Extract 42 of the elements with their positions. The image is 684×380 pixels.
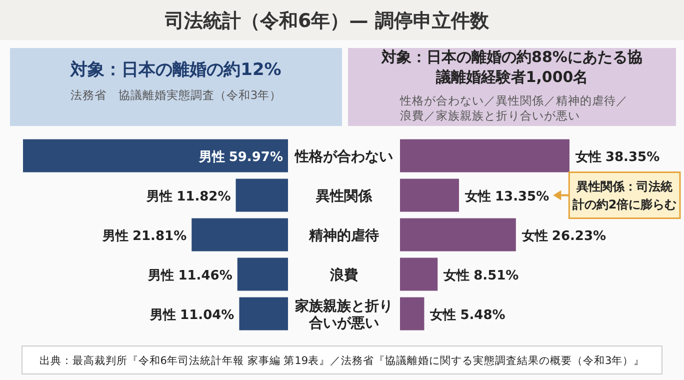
data-label: 38.35% xyxy=(605,150,660,165)
bar xyxy=(236,178,288,212)
y-tick-label: 精神的虐待 xyxy=(308,226,379,244)
text: 男性 xyxy=(146,189,173,204)
chart-subtitle: 性格が合わない／異性関係／精神的虐待／浪費／家族親族と折り合いが悪い xyxy=(399,94,628,122)
bar xyxy=(192,218,288,252)
data-label: 11.46% xyxy=(178,268,232,284)
text: 男性 xyxy=(102,228,128,244)
text: 男性 xyxy=(148,268,174,284)
bar xyxy=(400,218,516,252)
bar xyxy=(400,297,424,330)
text: 司法統計（令和6年）— 調停申立件数 xyxy=(164,10,490,32)
text: 異性関係：司法統計の約2倍に膨らむ xyxy=(571,179,677,212)
data-label: 11.82% xyxy=(176,189,231,204)
data-label: 13.35% xyxy=(494,189,550,204)
data-label: 26.23% xyxy=(552,228,606,244)
y-tick-label: 異性関係 xyxy=(315,188,373,204)
chart-subtitle: 法務省 協議離婚実態調査（令和3年） xyxy=(70,88,282,102)
bar xyxy=(400,258,438,291)
chart-title: 対象：日本の離婚の約12% xyxy=(70,60,282,80)
bar xyxy=(237,258,288,291)
text: 女性 xyxy=(464,189,491,204)
bar xyxy=(400,178,459,212)
data-label: 11.04% xyxy=(180,308,234,323)
bar xyxy=(23,139,288,172)
text: 女性 xyxy=(522,228,548,244)
data-label: 21.81% xyxy=(132,228,187,244)
text: 女性 xyxy=(444,268,470,284)
data-label: 59.97% xyxy=(228,150,283,165)
bar xyxy=(400,139,570,172)
y-tick-label: 浪費 xyxy=(329,266,358,284)
y-tick-label: 性格が合わない xyxy=(294,148,393,165)
chart-title: 対象：日本の離婚の約88%にあたる協議離婚経験者1,000名 xyxy=(380,48,642,86)
y-tick-label: 家族親族と折り合いが悪い xyxy=(294,297,393,332)
data-label: 8.51% xyxy=(474,268,519,284)
data-label: 5.48% xyxy=(460,308,506,323)
series-label: 女性 xyxy=(574,150,602,165)
text: 男性 xyxy=(150,308,176,323)
text: 女性 xyxy=(430,308,456,323)
bar xyxy=(239,297,288,330)
source-note: 出典：最高裁判所『令和6年司法統計年報 家事編 第19表』／法務省『協議離婚に関する実態調査結果の概要（令和3年）』 xyxy=(39,354,645,367)
series-label: 男性 xyxy=(198,150,225,165)
